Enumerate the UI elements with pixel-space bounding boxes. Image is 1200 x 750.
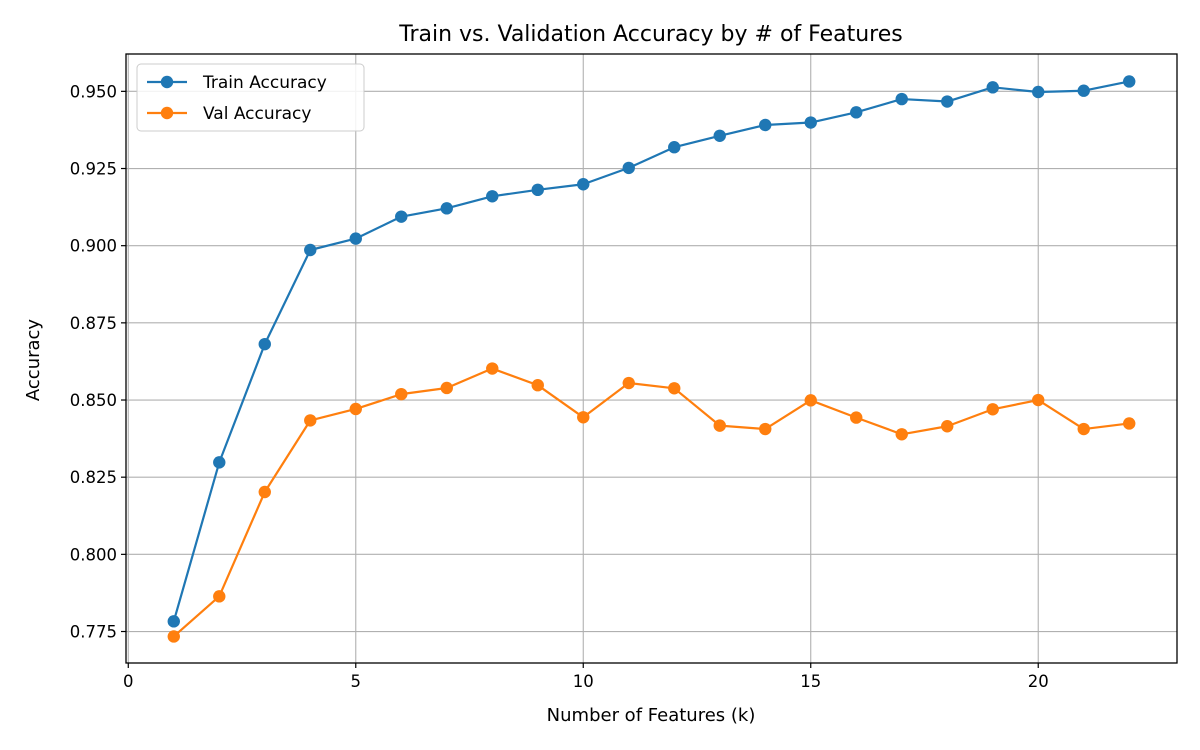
y-tick-label: 0.800	[70, 545, 117, 564]
train-accuracy-point	[1077, 84, 1090, 97]
y-tick-label: 0.925	[70, 160, 117, 179]
x-tick-label: 10	[573, 672, 594, 691]
val-accuracy-point	[713, 419, 726, 432]
train-accuracy-point	[668, 141, 681, 154]
val-accuracy-point	[395, 387, 408, 401]
y-axis-label: Accuracy	[23, 319, 44, 402]
y-tick-label: 0.775	[70, 623, 117, 642]
val-accuracy-point	[622, 376, 635, 390]
val-accuracy-point	[486, 362, 499, 375]
val-accuracy-point	[440, 381, 453, 395]
y-tick-label: 0.875	[70, 314, 117, 333]
legend-box	[136, 63, 365, 132]
chart-title: Train vs. Validation Accuracy by # of Fe…	[398, 22, 903, 47]
val-accuracy-point	[1032, 393, 1045, 407]
train-accuracy-point	[1032, 85, 1045, 99]
val-accuracy-point	[349, 402, 362, 416]
legend-label-val-accuracy: Val Accuracy	[203, 104, 311, 124]
val-accuracy-point	[304, 414, 317, 427]
train-accuracy-point	[759, 118, 772, 132]
y-tick-label: 0.825	[70, 468, 117, 487]
train-accuracy-point	[349, 232, 362, 245]
val-accuracy-point	[941, 420, 954, 433]
val-accuracy-line	[173, 367, 1130, 638]
val-accuracy-point	[213, 590, 226, 603]
train-accuracy-point	[258, 337, 271, 351]
x-tick-label: 20	[1028, 672, 1049, 691]
train-accuracy-point	[622, 161, 635, 175]
x-tick-label: 0	[123, 672, 134, 691]
x-tick-label: 15	[800, 672, 821, 691]
val-accuracy-point	[804, 394, 817, 407]
axes-frame	[125, 53, 1178, 664]
y-tick-label: 0.900	[70, 237, 117, 256]
x-tick-label: 5	[351, 672, 362, 691]
train-accuracy-point	[941, 95, 954, 108]
train-accuracy-point	[531, 183, 544, 197]
val-accuracy-point	[577, 411, 590, 424]
train-accuracy-point	[486, 190, 499, 203]
train-accuracy-point	[895, 92, 908, 106]
train-accuracy-point	[213, 456, 226, 469]
train-accuracy-point	[804, 116, 817, 129]
train-accuracy-line	[172, 80, 1130, 622]
train-accuracy-point	[713, 129, 726, 142]
train-accuracy-point	[440, 202, 453, 215]
train-accuracy-point	[850, 106, 863, 119]
legend: Train Accuracy Val Accuracy	[136, 63, 365, 132]
train-accuracy-point	[167, 615, 180, 628]
y-tick-label: 0.950	[70, 82, 117, 101]
legend-marker-train-accuracy	[160, 75, 174, 89]
val-accuracy-point	[986, 403, 999, 416]
x-axis-label: Number of Features (k)	[547, 705, 756, 726]
train-accuracy-point	[304, 243, 317, 257]
train-accuracy-point	[577, 178, 590, 191]
val-accuracy-point	[895, 428, 908, 441]
y-tick-label: 0.850	[70, 391, 117, 410]
train-accuracy-point	[1123, 75, 1136, 88]
legend-marker-val-accuracy	[160, 106, 174, 120]
val-accuracy-point	[1077, 422, 1090, 436]
val-accuracy-point	[759, 422, 772, 436]
train-accuracy-point	[395, 210, 408, 223]
val-accuracy-point	[167, 630, 180, 643]
train-accuracy-point	[986, 81, 999, 94]
val-accuracy-point	[1123, 417, 1136, 430]
legend-label-train-accuracy: Train Accuracy	[202, 73, 327, 93]
val-accuracy-point	[531, 378, 544, 392]
plot-area: 0 5 10 15 20 0.775 0.800 0.825 0.850 0.875 0.900 0.…	[70, 53, 1178, 691]
val-accuracy-point	[258, 485, 271, 499]
val-accuracy-point	[668, 382, 681, 395]
val-accuracy-point	[850, 411, 863, 424]
